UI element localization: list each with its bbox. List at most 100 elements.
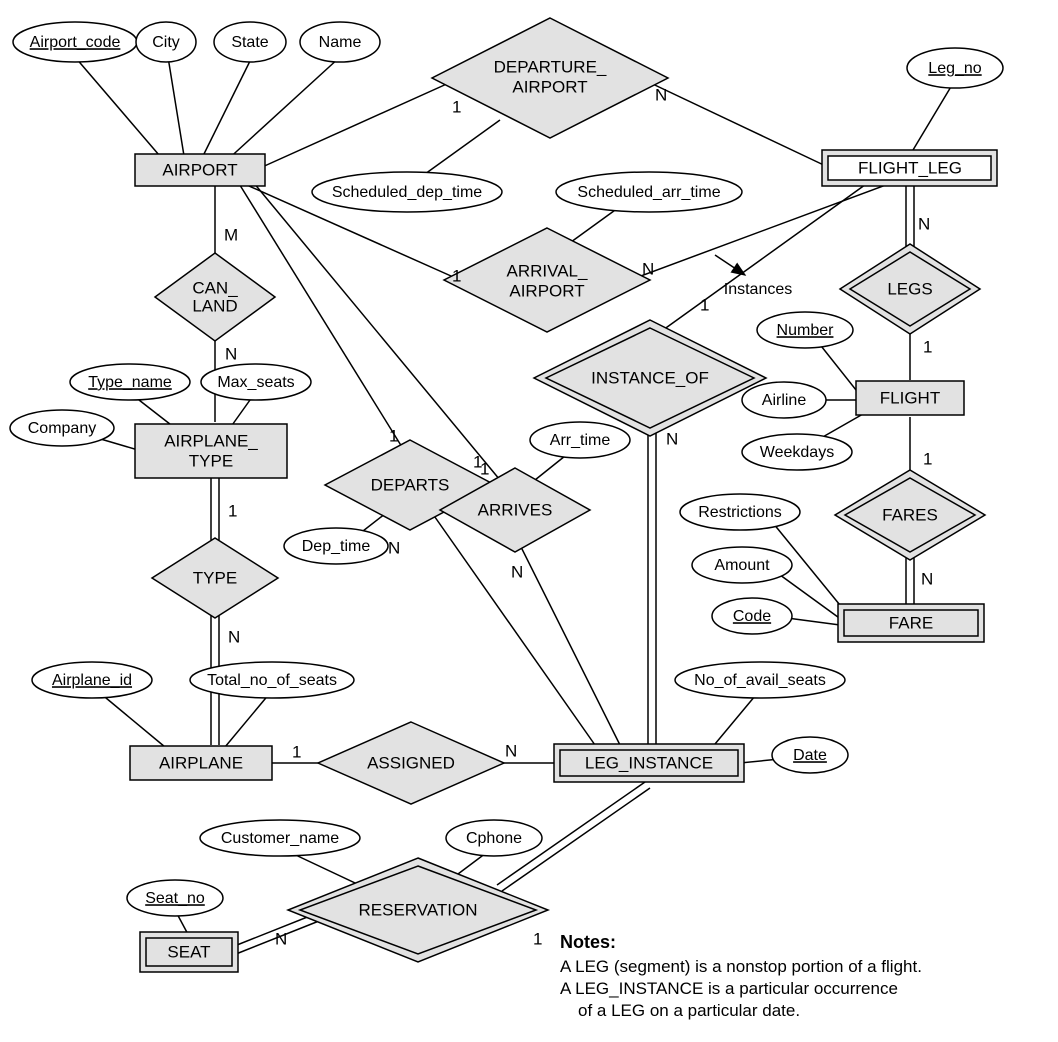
card-type-n: N <box>228 627 240 646</box>
attr-airport-code: Airport_code <box>13 22 137 62</box>
edge-airport-arrives <box>253 182 500 480</box>
card-canland-n: N <box>225 344 237 363</box>
attr-company: Company <box>10 410 114 446</box>
label-assigned: ASSIGNED <box>367 753 455 772</box>
label-dep-time: Dep_time <box>302 538 371 555</box>
label-weekdays: Weekdays <box>760 444 834 461</box>
label-legs: LEGS <box>887 279 932 298</box>
rel-type: TYPE <box>152 538 278 618</box>
label-reservation: RESERVATION <box>358 900 477 919</box>
entity-seat: SEAT <box>140 932 238 972</box>
card-res-n: N <box>275 929 287 948</box>
entity-airport: AIRPORT <box>135 154 265 186</box>
edge-noavail-leginst <box>710 690 760 750</box>
label-company: Company <box>28 420 96 437</box>
edge-legno-flightleg <box>910 80 955 155</box>
label-arrair-b: AIRPORT <box>509 281 584 300</box>
rel-assigned: ASSIGNED <box>318 722 504 804</box>
card-fares-1: 1 <box>923 449 932 468</box>
label-arrives: ARRIVES <box>478 500 553 519</box>
label-departs: DEPARTS <box>371 475 450 494</box>
notes-l3: of a LEG on a particular date. <box>578 1001 800 1020</box>
label-airplane: AIRPLANE <box>159 753 243 772</box>
label-fare: FARE <box>889 613 933 632</box>
entity-flight: FLIGHT <box>856 381 964 415</box>
role-instances: Instances <box>724 281 792 298</box>
attr-sched-dep: Scheduled_dep_time <box>312 172 502 212</box>
label-cphone: Cphone <box>466 830 522 847</box>
label-airport-code: Airport_code <box>30 34 121 51</box>
card-legs-n: N <box>918 214 930 233</box>
label-seat-no: Seat_no <box>145 890 205 907</box>
attr-max-seats: Max_seats <box>201 364 311 400</box>
attr-airline: Airline <box>742 382 826 418</box>
card-departs-1top: 1 <box>389 426 398 445</box>
attr-weekdays: Weekdays <box>742 434 852 470</box>
label-at-b: TYPE <box>189 451 233 470</box>
attr-cphone: Cphone <box>446 820 542 856</box>
label-depair-b: AIRPORT <box>512 77 587 96</box>
notes-l2: A LEG_INSTANCE is a particular occurrenc… <box>560 979 898 998</box>
label-leg-instance: LEG_INSTANCE <box>585 753 713 772</box>
rel-departure-airport: DEPARTURE_ AIRPORT <box>432 18 668 138</box>
card-arrair-1: 1 <box>452 266 461 285</box>
edge-name-airport <box>225 57 340 162</box>
attr-state: State <box>214 22 286 62</box>
entity-flight-leg: FLIGHT_LEG <box>822 150 997 186</box>
entity-fare: FARE <box>838 604 984 642</box>
attr-leg-no: Leg_no <box>907 48 1003 88</box>
label-instanceof: INSTANCE_OF <box>591 368 709 387</box>
label-type-rel: TYPE <box>193 568 237 587</box>
label-name: Name <box>319 34 362 51</box>
label-at-a: AIRPLANE_ <box>164 431 258 450</box>
card-legs-1: 1 <box>923 337 932 356</box>
er-diagram-canvas: AIRPORT FLIGHT_LEG FLIGHT FARE AIRPLANE_… <box>0 0 1058 1042</box>
card-arrair-n: N <box>642 259 654 278</box>
label-number: Number <box>777 322 835 339</box>
label-canland-a: CAN_ <box>192 278 238 297</box>
label-arrair-a: ARRIVAL_ <box>507 261 588 280</box>
label-amount: Amount <box>714 557 770 574</box>
label-flight-leg: FLIGHT_LEG <box>858 158 962 177</box>
card-assigned-n: N <box>505 741 517 760</box>
label-city: City <box>152 34 180 51</box>
card-depair-1: 1 <box>452 97 461 116</box>
card-arrives-n: N <box>511 562 523 581</box>
edge-arrives-leginst <box>520 545 620 745</box>
edge-depairport-flightleg <box>640 78 830 168</box>
card-departs-n: N <box>388 538 400 557</box>
label-seat: SEAT <box>167 942 210 961</box>
attr-code: Code <box>712 598 792 634</box>
card-depair-n: N <box>655 85 667 104</box>
card-instof-1: 1 <box>700 295 709 314</box>
card-instof-n: N <box>666 429 678 448</box>
label-airline: Airline <box>762 392 807 409</box>
attr-sched-arr: Scheduled_arr_time <box>556 172 742 212</box>
card-canland-m: M <box>224 225 238 244</box>
label-leg-no: Leg_no <box>928 60 981 77</box>
edge-airplaneid-airplane <box>100 693 165 747</box>
arrow-instances <box>715 255 745 275</box>
card-fares-n: N <box>921 569 933 588</box>
attr-name: Name <box>300 22 380 62</box>
attr-seat-no: Seat_no <box>127 880 223 916</box>
card-arrives-1: 1 <box>473 452 482 471</box>
attr-type-name: Type_name <box>70 364 190 400</box>
label-code: Code <box>733 608 771 625</box>
label-state: State <box>231 34 268 51</box>
card-res-1: 1 <box>533 929 542 948</box>
attr-amount: Amount <box>692 547 792 583</box>
attr-arr-time: Arr_time <box>530 422 630 458</box>
label-airport: AIRPORT <box>162 160 237 179</box>
label-max-seats: Max_seats <box>217 374 294 391</box>
notes-title: Notes: <box>560 932 616 952</box>
attr-number: Number <box>757 312 853 348</box>
entity-airplane: AIRPLANE <box>130 746 272 780</box>
label-depair-a: DEPARTURE_ <box>494 57 607 76</box>
label-customer-name: Customer_name <box>221 830 339 847</box>
card-type-1: 1 <box>228 501 237 520</box>
attr-total-seats: Total_no_of_seats <box>190 662 354 698</box>
edge-city-airport <box>168 57 185 162</box>
edge-state-airport <box>200 57 252 162</box>
label-sched-arr: Scheduled_arr_time <box>577 184 720 201</box>
